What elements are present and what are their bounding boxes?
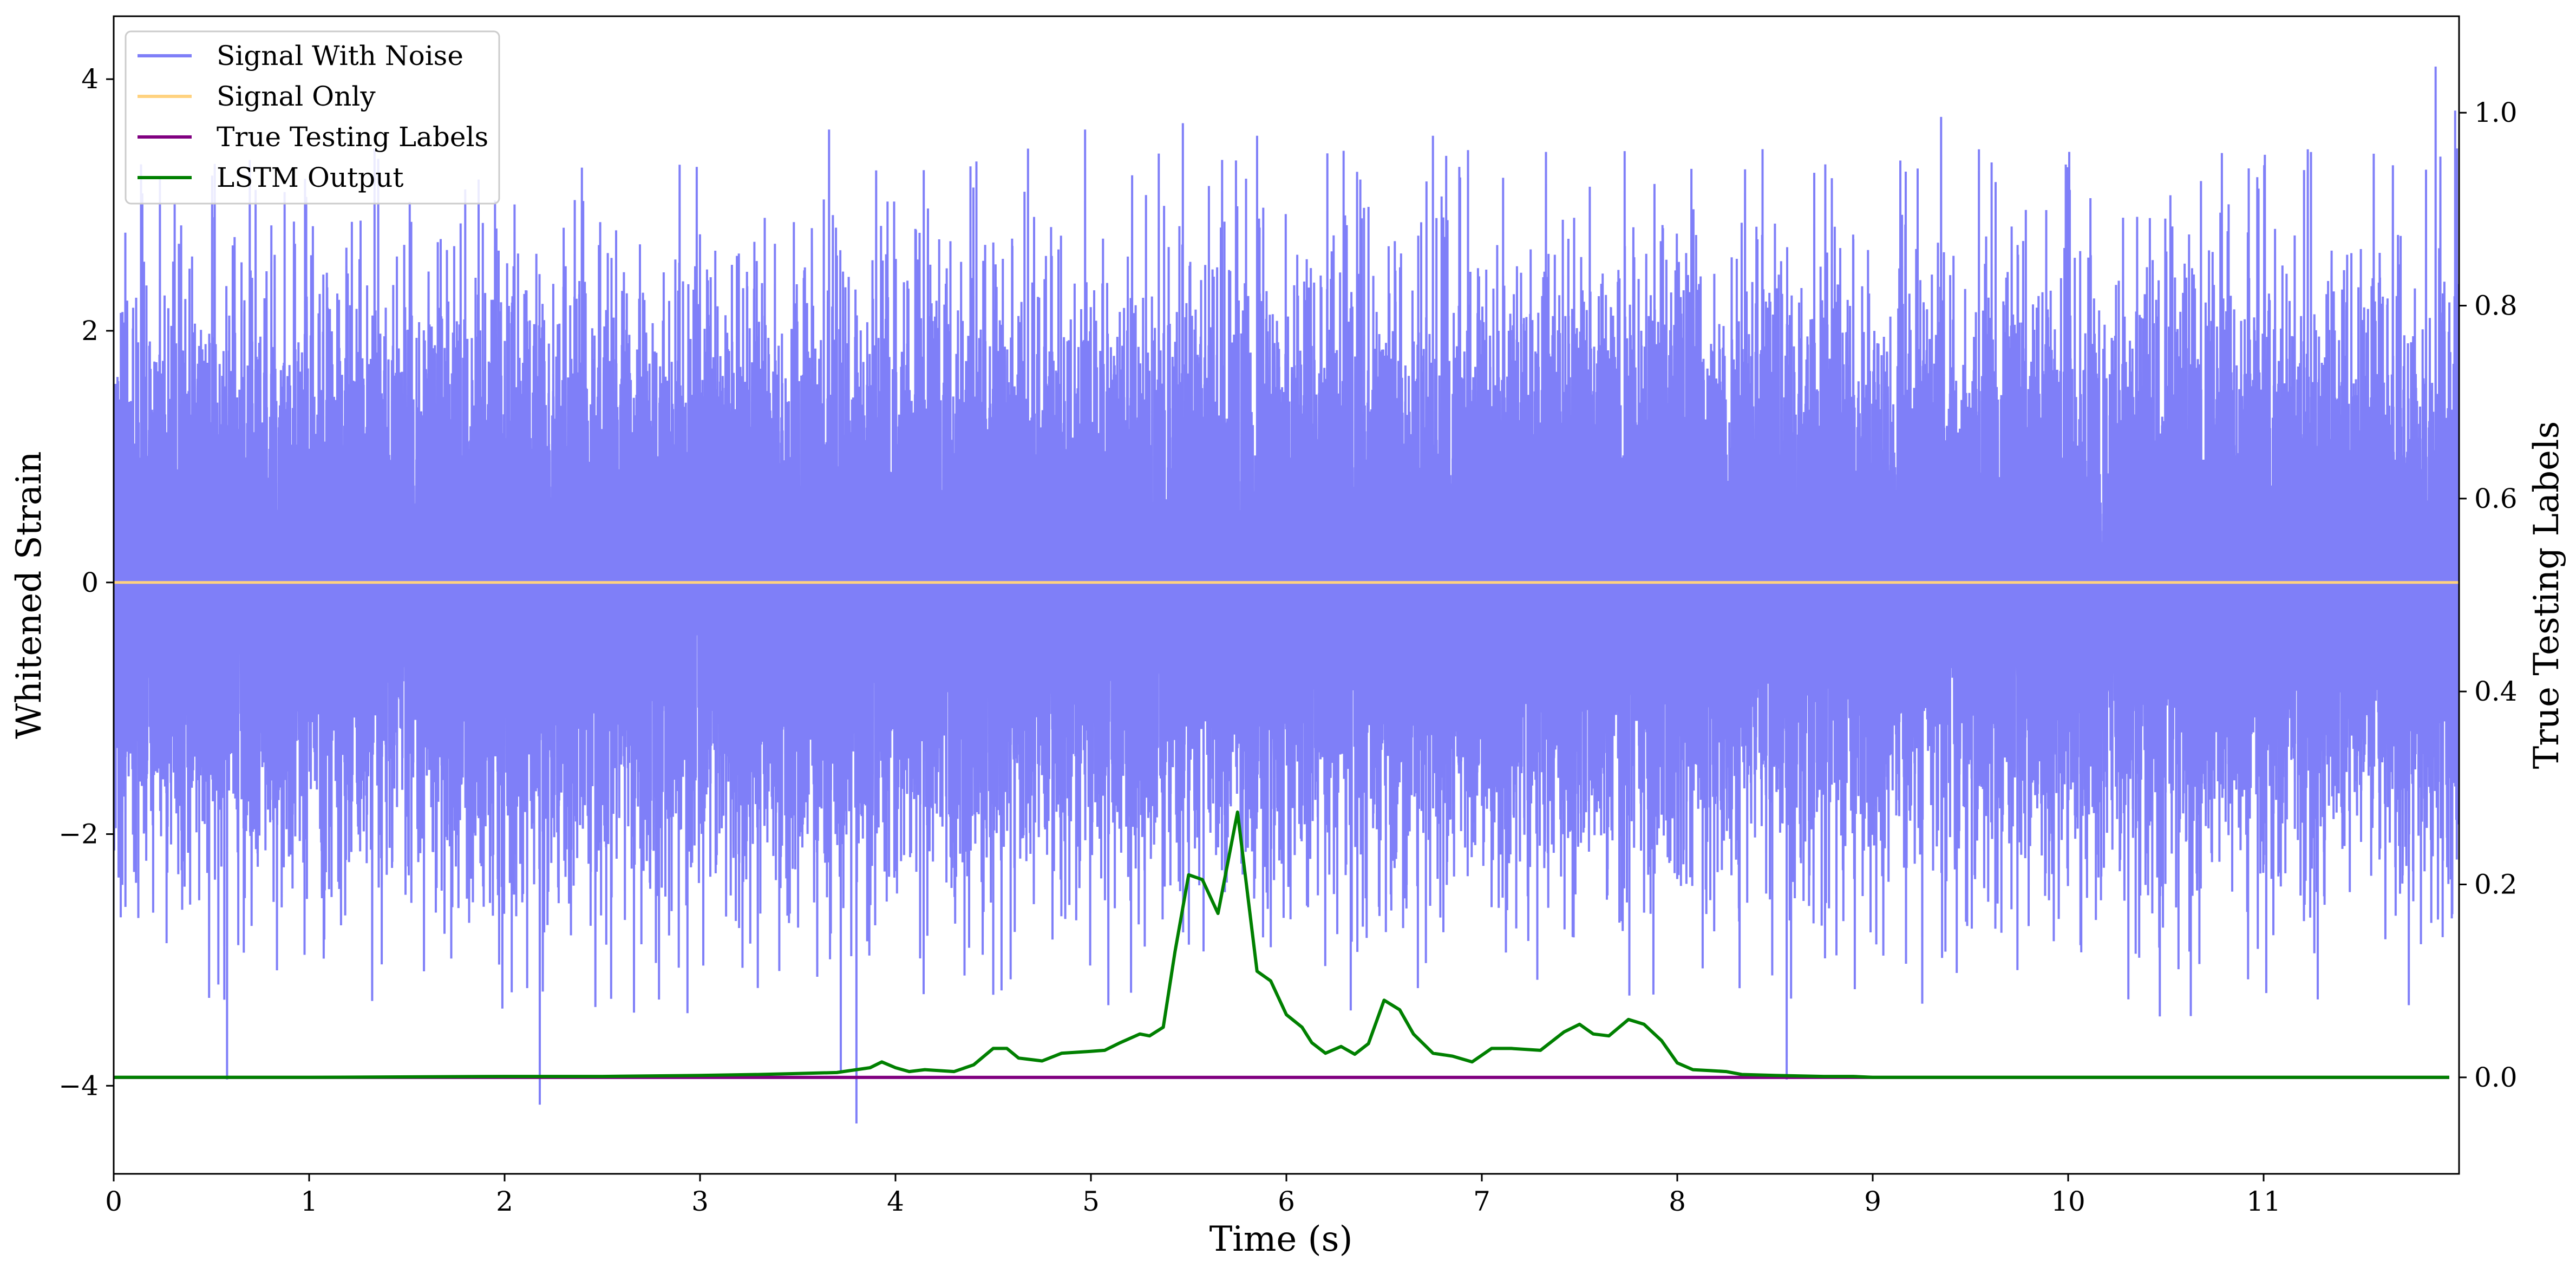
legend: Signal With Noise Signal Only True Testing… — [125, 30, 500, 205]
y-tick-label: −4 — [58, 1070, 99, 1101]
y-tick-label: 0 — [81, 567, 99, 598]
x-tick-label: 10 — [2051, 1186, 2085, 1217]
y-right-tick-label: 0.0 — [2474, 1062, 2518, 1093]
y-axis-right-label: True Testing Labels — [2527, 421, 2567, 769]
x-tick-label: 6 — [1278, 1186, 1295, 1217]
x-tick-label: 7 — [1473, 1186, 1490, 1217]
series-lstm-output — [114, 810, 2449, 1079]
series-signal-with-noise — [114, 66, 2459, 1124]
legend-label: Signal Only — [217, 81, 376, 112]
x-tick-label: 1 — [300, 1186, 318, 1217]
legend-box — [125, 30, 500, 205]
legend-label: True Testing Labels — [217, 121, 488, 153]
y-right-tick-label: 0.6 — [2474, 483, 2518, 514]
y-right-tick-label: 0.8 — [2474, 290, 2518, 322]
y-right-tick-label: 0.4 — [2474, 676, 2518, 707]
x-tick-label: 2 — [496, 1186, 513, 1217]
y-right-tick-label: 1.0 — [2474, 97, 2518, 128]
y-tick-label: −2 — [58, 819, 99, 850]
legend-label: LSTM Output — [217, 162, 403, 193]
x-axis-label: Time (s) — [1209, 1219, 1353, 1259]
y-tick-label: 2 — [81, 315, 99, 347]
y-tick-label: 4 — [81, 63, 99, 95]
legend-label: Signal With Noise — [217, 40, 463, 71]
x-tick-label: 0 — [105, 1186, 122, 1217]
x-tick-label: 11 — [2246, 1186, 2281, 1217]
x-tick-label: 5 — [1082, 1186, 1100, 1217]
y-right-tick-label: 0.2 — [2474, 869, 2518, 900]
x-tick-label: 4 — [887, 1186, 904, 1217]
x-tick-label: 8 — [1669, 1186, 1686, 1217]
y-axis-label: Whitened Strain — [9, 451, 49, 739]
x-tick-label: 3 — [691, 1186, 709, 1217]
x-tick-label: 9 — [1864, 1186, 1881, 1217]
